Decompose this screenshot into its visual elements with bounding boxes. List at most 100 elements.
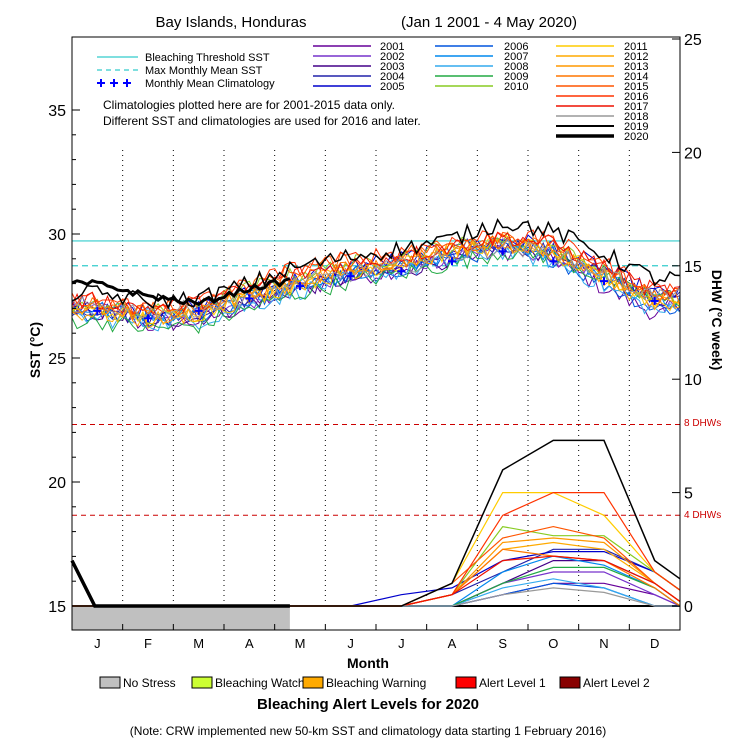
alert-level-label: Alert Level 2 (583, 676, 650, 690)
sst-tick-label: 20 (48, 475, 66, 492)
alert-level-swatch (99, 676, 121, 689)
alert-level-legend: No Stress Bleaching Watch Bleaching Warnin… (99, 676, 650, 690)
y-axis-label-left: SST (°C) (27, 322, 43, 378)
alert-level-swatch (191, 676, 213, 689)
alert-level-label: No Stress (123, 676, 176, 690)
sst-line-2001 (71, 244, 681, 331)
legend-year-label-2017: 2017 (624, 101, 648, 113)
climatology-marker-11 (600, 277, 608, 286)
sst-line-2018 (71, 238, 681, 320)
climatology-marker-5 (296, 282, 304, 291)
month-tick-label: A (448, 636, 457, 651)
dhw-line-2010 (72, 525, 681, 607)
month-tick-label: J (94, 636, 101, 651)
climatology-marker-2 (144, 314, 152, 323)
dhw-line-2015 (72, 525, 681, 607)
legend-year-label-2012: 2012 (624, 51, 648, 63)
alert-level-swatch (559, 676, 581, 689)
alert-level-swatch (302, 676, 324, 689)
legend-ref-label: Monthly Mean Climatology (145, 78, 275, 90)
chart-subtitle: (Jan 1 2001 - 4 May 2020) (401, 14, 577, 31)
legend-year-label-2008: 2008 (504, 61, 528, 73)
x-axis-label: Month (347, 655, 389, 671)
month-tick-label: S (498, 636, 507, 651)
dhw-line-2004 (72, 548, 681, 607)
legend-year-label-2007: 2007 (504, 51, 528, 63)
month-tick-label: O (548, 636, 558, 651)
alert-bar-no-stress (72, 606, 290, 630)
sst-tick-label: 15 (48, 599, 66, 616)
legend-year-label-2010: 2010 (504, 81, 528, 93)
dhw-line-2017 (72, 555, 681, 607)
dhw-line-2020 (70, 559, 290, 608)
sst-line-2015 (71, 231, 681, 316)
alert-levels-title: Bleaching Alert Levels for 2020 (257, 696, 479, 713)
grid-lines (122, 150, 630, 606)
sst-line-2016 (71, 229, 681, 314)
legend-year-label-2006: 2006 (504, 41, 528, 53)
climatology-marker-10 (549, 257, 558, 266)
sst-tick-label: 25 (48, 351, 66, 368)
month-tick-label: F (144, 636, 152, 651)
climatology-note-1: Climatologies plotted here are for 2001-… (103, 98, 395, 112)
legend-year-label-2015: 2015 (624, 81, 648, 93)
climatology-marker-1 (93, 306, 102, 315)
sst-line-2006 (71, 241, 681, 328)
climatology-marker-6 (346, 272, 355, 281)
legend-year-label-2016: 2016 (624, 91, 648, 103)
dhw-threshold-label-8: 8 DHWs (684, 418, 721, 429)
climatology-marker-9 (498, 247, 507, 256)
sst-tick-label: 35 (48, 103, 66, 120)
legend-year-label-2020: 2020 (624, 131, 648, 143)
dhw-tick-label: 10 (684, 372, 702, 389)
legend-ref-label: Bleaching Threshold SST (145, 52, 270, 64)
sst-line-2019 (71, 218, 681, 310)
month-tick-label: J (398, 636, 405, 651)
legend-year-label-2014: 2014 (624, 71, 648, 83)
dhw-series (70, 439, 681, 608)
alert-level-label: Bleaching Warning (326, 676, 426, 690)
legend-year-label-2018: 2018 (624, 111, 648, 123)
climatology-markers (93, 247, 659, 323)
sst-line-2009 (71, 244, 681, 335)
month-tick-label: M (193, 636, 204, 651)
alert-level-label: Alert Level 1 (479, 676, 546, 690)
dhw-tick-label: 25 (684, 32, 702, 49)
y-axis-label-right: DHW (°C week) (709, 270, 725, 371)
climatology-marker-3 (194, 306, 203, 315)
legend-year-label-2002: 2002 (380, 51, 404, 63)
axes: 15 20 25 30 35 0 5 10 15 20 25 J F M A M J J A S O N D (48, 32, 702, 651)
legend-year-label-2004: 2004 (380, 71, 404, 83)
month-tick-label: J (347, 636, 354, 651)
sst-line-2013 (71, 238, 681, 324)
legend-year-label-2005: 2005 (380, 81, 404, 93)
month-tick-label: D (650, 636, 659, 651)
month-tick-label: M (295, 636, 306, 651)
climatology-marker-7 (397, 267, 406, 276)
dhw-line-2006 (72, 582, 680, 607)
legend-year-label-2009: 2009 (504, 71, 528, 83)
dhw-tick-label: 0 (684, 599, 693, 616)
dhw-line-2007 (72, 555, 681, 607)
dhw-tick-label: 20 (684, 145, 702, 162)
legend-year-label-2019: 2019 (624, 121, 648, 133)
dhw-tick-label: 15 (684, 259, 702, 276)
climatology-note-2: Different SST and climatologies are used… (103, 114, 421, 128)
month-tick-label: A (245, 636, 254, 651)
legend-year-label-2001: 2001 (380, 41, 404, 53)
climatology-marker-12 (650, 296, 659, 305)
climatology-marker-8 (448, 257, 456, 266)
month-tick-label: N (599, 636, 608, 651)
dhw-line-2014 (72, 548, 681, 607)
sst-line-2002 (71, 238, 681, 322)
dhw-threshold-label-4: 4 DHWs (684, 510, 721, 521)
legend-year-label-2011: 2011 (624, 41, 648, 53)
chart-title: Bay Islands, Honduras (156, 14, 307, 31)
climatology-marker-4 (245, 294, 254, 303)
legend-year-label-2013: 2013 (624, 61, 648, 73)
legend-year-label-2003: 2003 (380, 61, 404, 73)
sst-line-2020 (71, 277, 291, 307)
sst-tick-label: 30 (48, 227, 66, 244)
